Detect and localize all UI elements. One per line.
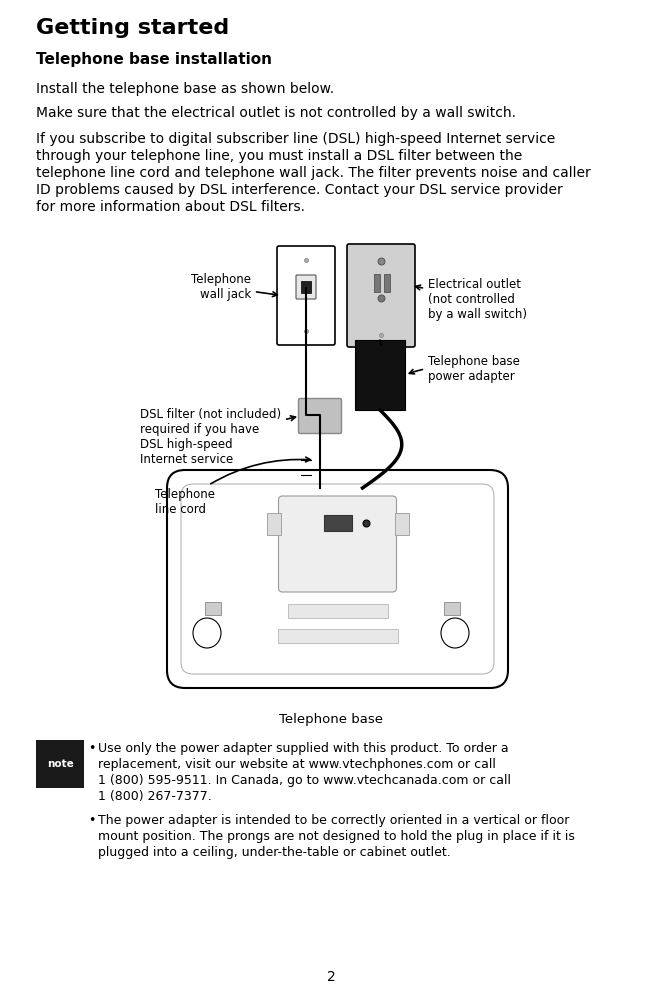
FancyBboxPatch shape — [347, 244, 415, 347]
Text: for more information about DSL filters.: for more information about DSL filters. — [36, 200, 305, 214]
Text: 1 (800) 595-9511. In Canada, go to www.vtechcanada.com or call: 1 (800) 595-9511. In Canada, go to www.v… — [99, 774, 512, 787]
FancyBboxPatch shape — [279, 496, 397, 592]
Text: DSL filter (not included)
required if you have
DSL high-speed
Internet service: DSL filter (not included) required if yo… — [140, 408, 295, 466]
Text: Getting started: Getting started — [36, 18, 230, 38]
FancyBboxPatch shape — [167, 470, 508, 688]
Text: Install the telephone base as shown below.: Install the telephone base as shown belo… — [36, 82, 334, 96]
Bar — [384, 274, 390, 292]
Bar — [395, 513, 408, 535]
Bar — [277, 629, 397, 643]
Text: Telephone base: Telephone base — [279, 713, 383, 726]
Ellipse shape — [193, 618, 221, 648]
Text: mount position. The prongs are not designed to hold the plug in place if it is: mount position. The prongs are not desig… — [99, 830, 575, 843]
FancyBboxPatch shape — [181, 484, 494, 674]
Text: plugged into a ceiling, under-the-table or cabinet outlet.: plugged into a ceiling, under-the-table … — [99, 846, 451, 859]
Text: Electrical outlet
(not controlled
by a wall switch): Electrical outlet (not controlled by a w… — [416, 278, 527, 321]
Text: •: • — [89, 814, 96, 827]
FancyBboxPatch shape — [299, 398, 342, 434]
Text: Make sure that the electrical outlet is not controlled by a wall switch.: Make sure that the electrical outlet is … — [36, 106, 516, 120]
Bar — [36, 740, 85, 788]
Text: replacement, visit our website at www.vtechphones.com or call: replacement, visit our website at www.vt… — [99, 758, 496, 771]
Text: telephone line cord and telephone wall jack. The filter prevents noise and calle: telephone line cord and telephone wall j… — [36, 166, 591, 180]
Bar — [205, 602, 221, 615]
Text: note: note — [47, 759, 73, 769]
Text: •: • — [89, 742, 96, 755]
Bar — [267, 513, 281, 535]
Text: Telephone base installation: Telephone base installation — [36, 52, 272, 67]
Text: If you subscribe to digital subscriber line (DSL) high-speed Internet service: If you subscribe to digital subscriber l… — [36, 132, 555, 146]
Bar — [287, 604, 387, 618]
Bar — [301, 281, 311, 293]
Bar — [374, 274, 380, 292]
Text: Telephone base
power adapter: Telephone base power adapter — [409, 355, 520, 383]
Bar — [355, 340, 405, 410]
Text: Use only the power adapter supplied with this product. To order a: Use only the power adapter supplied with… — [99, 742, 509, 755]
FancyBboxPatch shape — [277, 246, 335, 345]
Text: ID problems caused by DSL interference. Contact your DSL service provider: ID problems caused by DSL interference. … — [36, 183, 563, 197]
Text: The power adapter is intended to be correctly oriented in a vertical or floor: The power adapter is intended to be corr… — [99, 814, 570, 827]
Ellipse shape — [441, 618, 469, 648]
Text: Telephone
wall jack: Telephone wall jack — [191, 273, 277, 301]
Bar — [444, 602, 460, 615]
Text: through your telephone line, you must install a DSL filter between the: through your telephone line, you must in… — [36, 149, 523, 163]
FancyBboxPatch shape — [296, 275, 316, 299]
Bar — [324, 515, 352, 531]
Text: 1 (800) 267-7377.: 1 (800) 267-7377. — [99, 790, 212, 803]
Text: Telephone
line cord: Telephone line cord — [155, 457, 310, 516]
Text: 2: 2 — [326, 970, 336, 984]
